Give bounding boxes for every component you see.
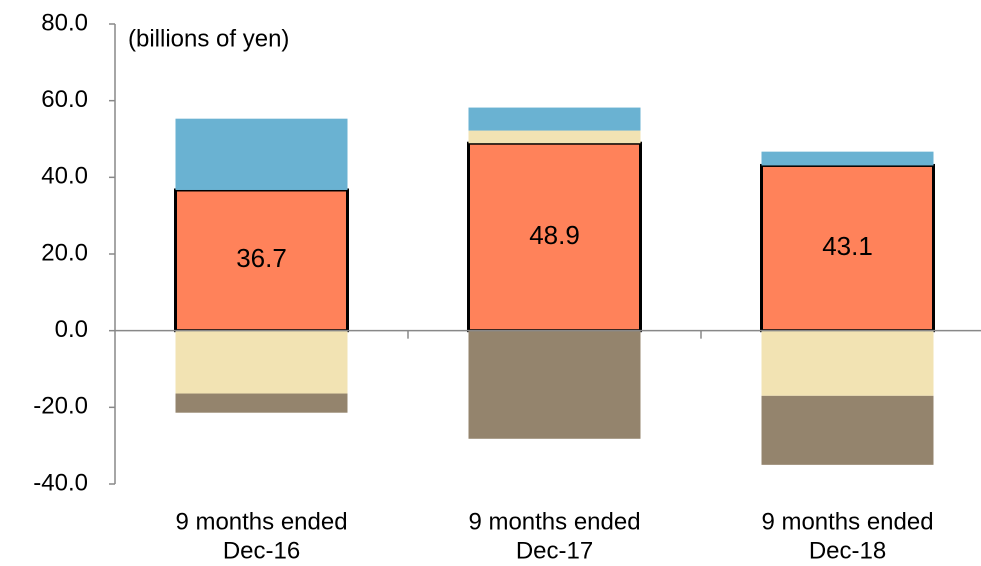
x-tick-label: Dec-16: [223, 537, 300, 564]
y-tick-label: 20.0: [41, 239, 88, 266]
unit-annotation: (billions of yen): [128, 25, 289, 52]
value-label: 36.7: [236, 243, 287, 273]
bar-segment: [761, 151, 934, 166]
bar-segment: [175, 330, 348, 394]
x-tick-label: Dec-18: [809, 537, 886, 564]
bar-segment: [174, 188, 349, 333]
value-label: 43.1: [822, 231, 873, 261]
value-label: 48.9: [529, 220, 580, 250]
y-tick-label: 0.0: [55, 316, 88, 343]
bar-segment: [468, 107, 641, 131]
bar-segment: [761, 395, 934, 465]
y-tick-label: 60.0: [41, 86, 88, 113]
x-tick-label: 9 months ended: [175, 508, 347, 535]
x-tick-label: 9 months ended: [468, 508, 640, 535]
x-tick-label: Dec-17: [516, 537, 593, 564]
y-tick-label: -20.0: [33, 393, 88, 420]
bar-segment: [468, 330, 641, 439]
bar-segment: [175, 118, 348, 190]
bar-segment: [175, 393, 348, 413]
y-tick-label: 40.0: [41, 163, 88, 190]
y-tick-label: -40.0: [33, 469, 88, 496]
bar-segment: [468, 130, 641, 144]
y-tick-label: 80.0: [41, 9, 88, 36]
bar-segment: [761, 330, 934, 396]
x-tick-label: 9 months ended: [761, 508, 933, 535]
